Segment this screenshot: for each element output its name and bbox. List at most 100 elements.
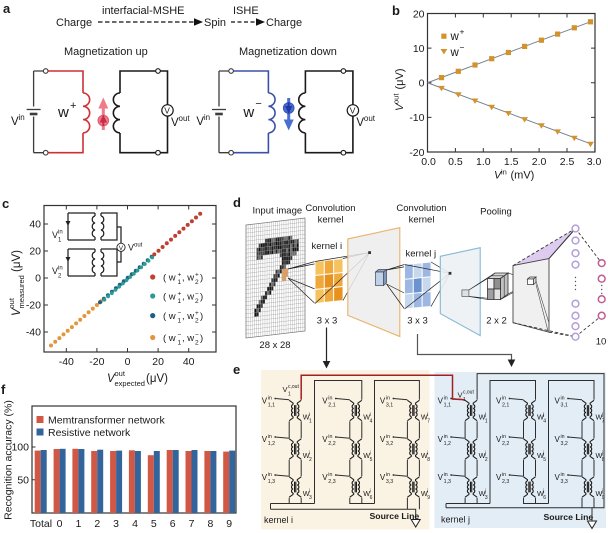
svg-text:in: in (204, 113, 210, 122)
svg-text:V: V (494, 170, 503, 182)
svg-text:3.0: 3.0 (587, 156, 602, 168)
svg-text:5: 5 (543, 457, 546, 463)
svg-text:2: 2 (195, 340, 199, 347)
svg-text:kernel j: kernel j (441, 515, 470, 525)
svg-text:): ) (200, 311, 203, 322)
svg-text:kernel i: kernel i (264, 515, 293, 525)
svg-text:9: 9 (226, 518, 232, 530)
svg-text:V: V (555, 397, 561, 406)
svg-text:in: in (386, 396, 390, 402)
svg-text:10: 10 (413, 43, 425, 55)
svg-text:in: in (268, 434, 272, 440)
svg-text:j: j (542, 451, 544, 457)
svg-text:−: − (460, 43, 465, 53)
svg-text:1: 1 (485, 419, 488, 425)
svg-text:-40: -40 (59, 356, 74, 368)
svg-text:6: 6 (170, 518, 176, 530)
svg-text:out: out (179, 114, 191, 123)
svg-text:in: in (502, 396, 506, 402)
svg-text:Source Line: Source Line (370, 511, 420, 521)
svg-text:): ) (200, 273, 203, 284)
svg-text:in: in (58, 230, 63, 236)
svg-text:0.5: 0.5 (448, 156, 463, 168)
svg-text:Pooling: Pooling (480, 207, 512, 218)
svg-text:4: 4 (543, 419, 546, 425)
svg-text:V: V (164, 106, 170, 116)
svg-text:-40: -40 (26, 327, 41, 339)
svg-text:20: 20 (152, 356, 164, 368)
svg-text:40: 40 (183, 356, 195, 368)
svg-text:−: − (178, 332, 182, 339)
svg-text:V: V (322, 473, 328, 482)
svg-text:2: 2 (94, 518, 100, 530)
svg-text:5: 5 (370, 457, 373, 463)
svg-text:in: in (502, 434, 506, 440)
svg-text:i: i (309, 451, 310, 457)
svg-text:Source Line: Source Line (544, 512, 594, 522)
svg-text:out: out (134, 243, 143, 249)
svg-text:Spin: Spin (204, 17, 226, 29)
svg-text:1: 1 (58, 238, 62, 244)
svg-text:out: out (7, 297, 16, 308)
svg-text:(μV): (μV) (146, 373, 168, 385)
svg-text:in: in (58, 266, 63, 272)
svg-text:W: W (363, 413, 370, 422)
svg-text:ISHE: ISHE (233, 5, 259, 17)
svg-text:V: V (262, 473, 268, 482)
svg-text:, w: , w (182, 273, 194, 284)
svg-text:7: 7 (602, 419, 605, 425)
svg-text:2: 2 (309, 457, 312, 463)
svg-text:20: 20 (29, 246, 41, 258)
svg-text:2: 2 (195, 298, 199, 305)
svg-text:3 x 3: 3 x 3 (407, 316, 428, 327)
svg-text:3: 3 (485, 495, 488, 501)
svg-text:V: V (438, 473, 444, 482)
svg-text:in: in (501, 168, 507, 177)
svg-text:6: 6 (370, 495, 373, 501)
svg-text:Convolution: Convolution (396, 203, 446, 214)
svg-text:W: W (479, 451, 486, 460)
svg-text:W: W (363, 451, 370, 460)
svg-text:in: in (386, 434, 390, 440)
svg-text:2,1: 2,1 (328, 403, 335, 409)
svg-text:1,1: 1,1 (268, 403, 275, 409)
svg-text:, w: , w (182, 292, 194, 303)
svg-text:2: 2 (485, 457, 488, 463)
svg-text:3,3: 3,3 (561, 479, 568, 485)
svg-text:j: j (601, 412, 603, 418)
svg-text:V: V (380, 435, 386, 444)
svg-text:2.0: 2.0 (532, 156, 547, 168)
svg-text:w: w (242, 104, 254, 121)
svg-text:V: V (52, 230, 58, 240)
svg-text:interfacial-MSHE: interfacial-MSHE (102, 5, 185, 17)
svg-text:V: V (262, 435, 268, 444)
svg-text:3,3: 3,3 (386, 479, 393, 485)
svg-text:i: i (309, 489, 310, 495)
svg-text:0: 0 (125, 356, 131, 368)
svg-text:W: W (303, 451, 310, 460)
svg-text:20: 20 (413, 9, 425, 21)
svg-text:i: i (427, 451, 428, 457)
svg-text:V: V (350, 106, 356, 116)
svg-text:in: in (328, 472, 332, 478)
svg-text:V: V (438, 397, 444, 406)
svg-text:Charge: Charge (56, 17, 92, 29)
svg-text:d: d (233, 195, 241, 210)
svg-text:3,1: 3,1 (386, 403, 393, 409)
svg-text:in: in (561, 472, 565, 478)
svg-text:V: V (555, 473, 561, 482)
svg-text:i: i (370, 451, 371, 457)
svg-text:a: a (3, 1, 11, 16)
svg-text:V: V (119, 245, 124, 252)
svg-text:in: in (268, 472, 272, 478)
svg-text:, w: , w (182, 333, 194, 344)
svg-text:V: V (496, 435, 502, 444)
svg-text:V: V (356, 117, 364, 129)
svg-text:W: W (421, 451, 428, 460)
svg-text:j: j (484, 412, 486, 418)
svg-text:V: V (380, 397, 386, 406)
svg-text:+: + (195, 272, 199, 279)
svg-text:expected: expected (115, 379, 145, 388)
svg-text:W: W (421, 413, 428, 422)
svg-text:-20: -20 (409, 147, 424, 159)
